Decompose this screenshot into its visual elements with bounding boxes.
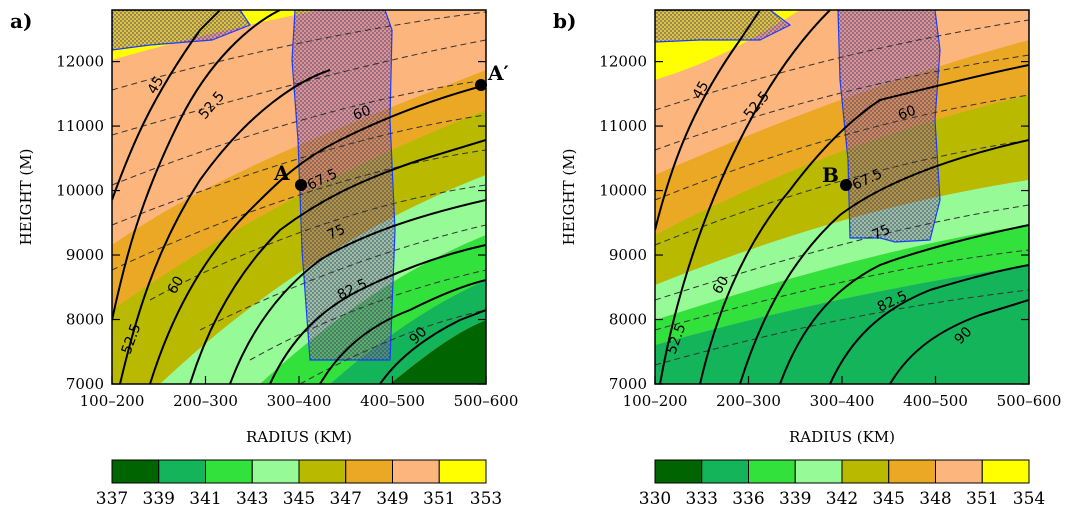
colorbar-label: 348 [919, 489, 951, 509]
panel-label-b: b) [553, 9, 576, 33]
band-333-336 [655, 265, 1029, 384]
axes-b: 7000 8000 9000 10000 11000 12000 100–200 200–30… [599, 53, 1061, 410]
colorbar-swatch [701, 459, 749, 484]
solid-contours-b [655, 10, 1029, 384]
colorbar-swatch [794, 459, 843, 484]
colorbar-swatch [392, 459, 440, 484]
band-337-339 [390, 320, 486, 384]
colorbar-swatch [841, 459, 890, 484]
colorbar-label: 351 [423, 489, 455, 509]
colorbar-swatch [298, 459, 347, 484]
colorbar-swatch [251, 459, 300, 484]
y-tick-label: 11000 [56, 117, 104, 135]
colorbar-label: 345 [873, 489, 905, 509]
point-markers-b: B [822, 163, 852, 191]
x-tick-label: 500–600 [997, 392, 1062, 410]
colorbar-swatch [935, 459, 983, 484]
svg-text:60: 60 [351, 103, 373, 124]
point-markers-a: A A′ [273, 61, 509, 191]
x-tick-label: 300–400 [267, 392, 332, 410]
svg-text:60: 60 [710, 274, 733, 297]
y-tick-label: 9000 [609, 246, 647, 264]
colorbar-label: 337 [96, 489, 128, 509]
colorbar-swatch [111, 459, 160, 484]
x-tick-label: 400–500 [360, 392, 425, 410]
colorbar-label: 345 [283, 489, 315, 509]
colorbar-label: 341 [189, 489, 221, 509]
colorbar-label: 353 [470, 489, 502, 509]
y-tick-label: 12000 [56, 53, 104, 71]
point-b-marker [840, 179, 852, 191]
colorbar-label: 342 [826, 489, 858, 509]
stippled-region-top [112, 10, 251, 51]
dashed-contours [112, 11, 486, 384]
point-a-label: A [273, 161, 290, 185]
colorbar-label: 347 [330, 489, 362, 509]
y-tick-label: 7000 [66, 375, 104, 393]
x-tick-label: 400–500 [903, 392, 968, 410]
svg-text:75: 75 [325, 222, 348, 244]
x-axis-label-a: RADIUS (KM) [246, 428, 352, 446]
colorbar-label: 354 [1013, 489, 1045, 509]
colorbar-label: 339 [779, 489, 811, 509]
colorbar-a: 337 339 341 343 345 347 349 351 353 [96, 459, 502, 509]
stippled-region-b [837, 10, 941, 243]
axes-a: 7000 8000 9000 10000 11000 12000 100–200 200–30… [56, 53, 518, 410]
x-axis-label-b: RADIUS (KM) [789, 428, 895, 446]
y-axis-label-b: HEIGHT (M) [560, 149, 578, 246]
y-tick-label: 9000 [66, 246, 104, 264]
point-a-prime-marker [475, 79, 487, 91]
y-axis-label-a: HEIGHT (M) [17, 149, 35, 246]
colorbar-swatch [888, 459, 936, 484]
svg-text:60: 60 [896, 103, 918, 124]
colorbar-label: 330 [639, 489, 671, 509]
colorbar-label: 351 [966, 489, 998, 509]
svg-text:60: 60 [165, 274, 188, 297]
y-tick-label: 11000 [599, 117, 647, 135]
colorbar-swatch [981, 459, 1030, 484]
contour-labels-b: 45 52.5 60 60 67.5 75 82.5 90 52.5 [664, 79, 976, 357]
x-tick-label: 200–300 [716, 392, 781, 410]
svg-text:45: 45 [145, 74, 168, 97]
point-a-marker [295, 179, 307, 191]
colorbar-label: 333 [686, 489, 718, 509]
colorbar-label: 349 [376, 489, 408, 509]
solid-contours [112, 10, 486, 384]
colorbar-label: 343 [236, 489, 268, 509]
y-tick-label: 10000 [599, 182, 647, 200]
colorbar-swatch [654, 459, 703, 484]
y-tick-label: 7000 [609, 375, 647, 393]
panel-a: 45 52.5 60 60 67.5 75 82.5 90 52.5 A A′ … [10, 9, 518, 509]
colorbar-swatch [345, 459, 393, 484]
point-a-prime-label: A′ [487, 61, 509, 85]
y-tick-label: 8000 [66, 311, 104, 329]
colorbar-label: 339 [143, 489, 175, 509]
x-tick-label: 100–200 [623, 392, 688, 410]
x-tick-label: 300–400 [810, 392, 875, 410]
y-tick-label: 8000 [609, 311, 647, 329]
x-tick-label: 200–300 [173, 392, 238, 410]
y-tick-label: 12000 [599, 53, 647, 71]
colorbar-swatch [438, 459, 487, 484]
y-tick-label: 10000 [56, 182, 104, 200]
band-336-339 [655, 225, 1029, 345]
panel-label-a: a) [10, 9, 32, 33]
colorbar-swatch [748, 459, 796, 484]
svg-text:75: 75 [870, 222, 893, 244]
stippled-region-top-b [655, 10, 792, 43]
svg-text:45: 45 [690, 79, 713, 102]
x-tick-label: 500–600 [454, 392, 519, 410]
colorbar-swatch [205, 459, 253, 484]
panel-b: 45 52.5 60 60 67.5 75 82.5 90 52.5 B 700… [553, 9, 1061, 509]
colorbar-swatch [158, 459, 206, 484]
colorbar-label: 336 [732, 489, 764, 509]
colorbar-b: 330 333 336 339 342 345 348 351 354 [639, 459, 1045, 509]
point-b-label: B [822, 163, 839, 187]
stippled-region [291, 10, 396, 361]
x-tick-label: 100–200 [80, 392, 145, 410]
